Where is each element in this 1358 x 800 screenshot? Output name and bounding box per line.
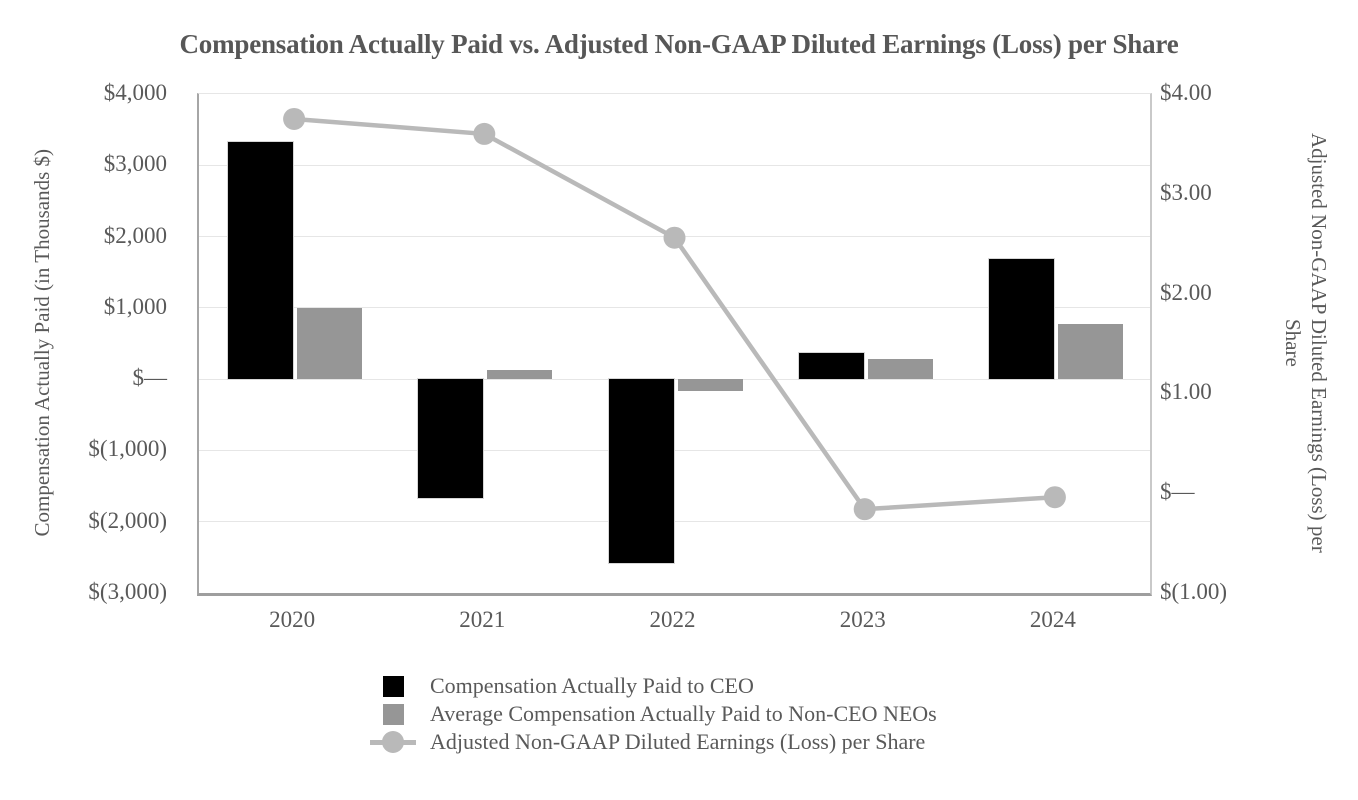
bar-neo-2023 bbox=[867, 359, 933, 380]
right-axis-title-wrap: Adjusted Non-GAAP Diluted Earnings (Loss… bbox=[1258, 93, 1354, 592]
eps-marker-2024 bbox=[1043, 486, 1066, 509]
bar-neo-2020 bbox=[297, 307, 363, 380]
gridline bbox=[199, 449, 1150, 451]
left-axis-tick: $3,000 bbox=[103, 151, 167, 177]
legend-row-0: Compensation Actually Paid to CEO bbox=[370, 672, 937, 700]
left-axis-tick: $2,000 bbox=[103, 222, 167, 248]
left-axis-tick: $(2,000) bbox=[88, 507, 167, 533]
gridline bbox=[199, 307, 1150, 309]
legend-row-1: Average Compensation Actually Paid to No… bbox=[370, 700, 937, 728]
legend: Compensation Actually Paid to CEO Average… bbox=[370, 672, 937, 756]
legend-line-marker-swatch bbox=[370, 731, 416, 753]
plot-area bbox=[197, 93, 1152, 596]
gridline bbox=[199, 521, 1150, 523]
gridline bbox=[199, 378, 1150, 380]
bar-neo-2022 bbox=[677, 379, 743, 391]
eps-marker-2021 bbox=[473, 122, 496, 145]
bar-ceo-2021 bbox=[417, 378, 485, 500]
legend-label: Average Compensation Actually Paid to No… bbox=[430, 701, 937, 726]
left-axis-title: Compensation Actually Paid (in Thousands… bbox=[29, 148, 54, 537]
chart-title: Compensation Actually Paid vs. Adjusted … bbox=[179, 29, 1179, 59]
right-axis-tick: $1.00 bbox=[1160, 379, 1212, 405]
x-axis-label-2024: 2024 bbox=[1029, 607, 1076, 632]
bar-neo-2024 bbox=[1057, 323, 1123, 380]
left-axis-tick: $(3,000) bbox=[88, 579, 167, 604]
eps-marker-2023 bbox=[853, 498, 876, 521]
left-axis-tick: $1,000 bbox=[103, 293, 167, 319]
right-axis-tick: $— bbox=[1160, 479, 1195, 505]
legend-square bbox=[383, 676, 404, 697]
legend-marker-dot bbox=[382, 731, 404, 753]
bar-ceo-2024 bbox=[987, 258, 1055, 381]
eps-line-layer bbox=[283, 107, 1066, 521]
right-axis-tick: $(1.00) bbox=[1160, 579, 1228, 604]
bar-ceo-2023 bbox=[797, 351, 865, 381]
left-axis-tick: $(1,000) bbox=[88, 436, 167, 462]
x-axis-label-2020: 2020 bbox=[269, 607, 316, 632]
x-axis-label-2023: 2023 bbox=[839, 607, 886, 632]
eps-line bbox=[293, 116, 1056, 512]
left-axis-tick: $— bbox=[132, 365, 168, 391]
bar-ceo-2020 bbox=[227, 140, 295, 381]
legend-label: Compensation Actually Paid to CEO bbox=[430, 673, 754, 698]
eps-marker-2022 bbox=[663, 226, 686, 249]
bar-neo-2021 bbox=[487, 369, 553, 380]
right-axis-title: Adjusted Non-GAAP Diluted Earnings (Loss… bbox=[1281, 132, 1331, 553]
legend-square bbox=[383, 704, 404, 725]
right-axis-tick: $4.00 bbox=[1160, 80, 1212, 105]
gridline bbox=[199, 164, 1150, 166]
legend-square-swatch bbox=[370, 703, 416, 725]
x-axis-label-2022: 2022 bbox=[649, 607, 696, 632]
x-axis-label-2021: 2021 bbox=[459, 607, 506, 632]
legend-label: Adjusted Non-GAAP Diluted Earnings (Loss… bbox=[430, 729, 926, 754]
right-axis-tick: $3.00 bbox=[1160, 179, 1212, 205]
eps-marker-2020 bbox=[283, 107, 306, 130]
legend-square-swatch bbox=[370, 675, 416, 697]
legend-row-2: Adjusted Non-GAAP Diluted Earnings (Loss… bbox=[370, 728, 937, 756]
left-axis-tick: $4,000 bbox=[103, 80, 167, 105]
right-axis-tick: $2.00 bbox=[1160, 279, 1212, 305]
bar-ceo-2022 bbox=[607, 378, 675, 565]
